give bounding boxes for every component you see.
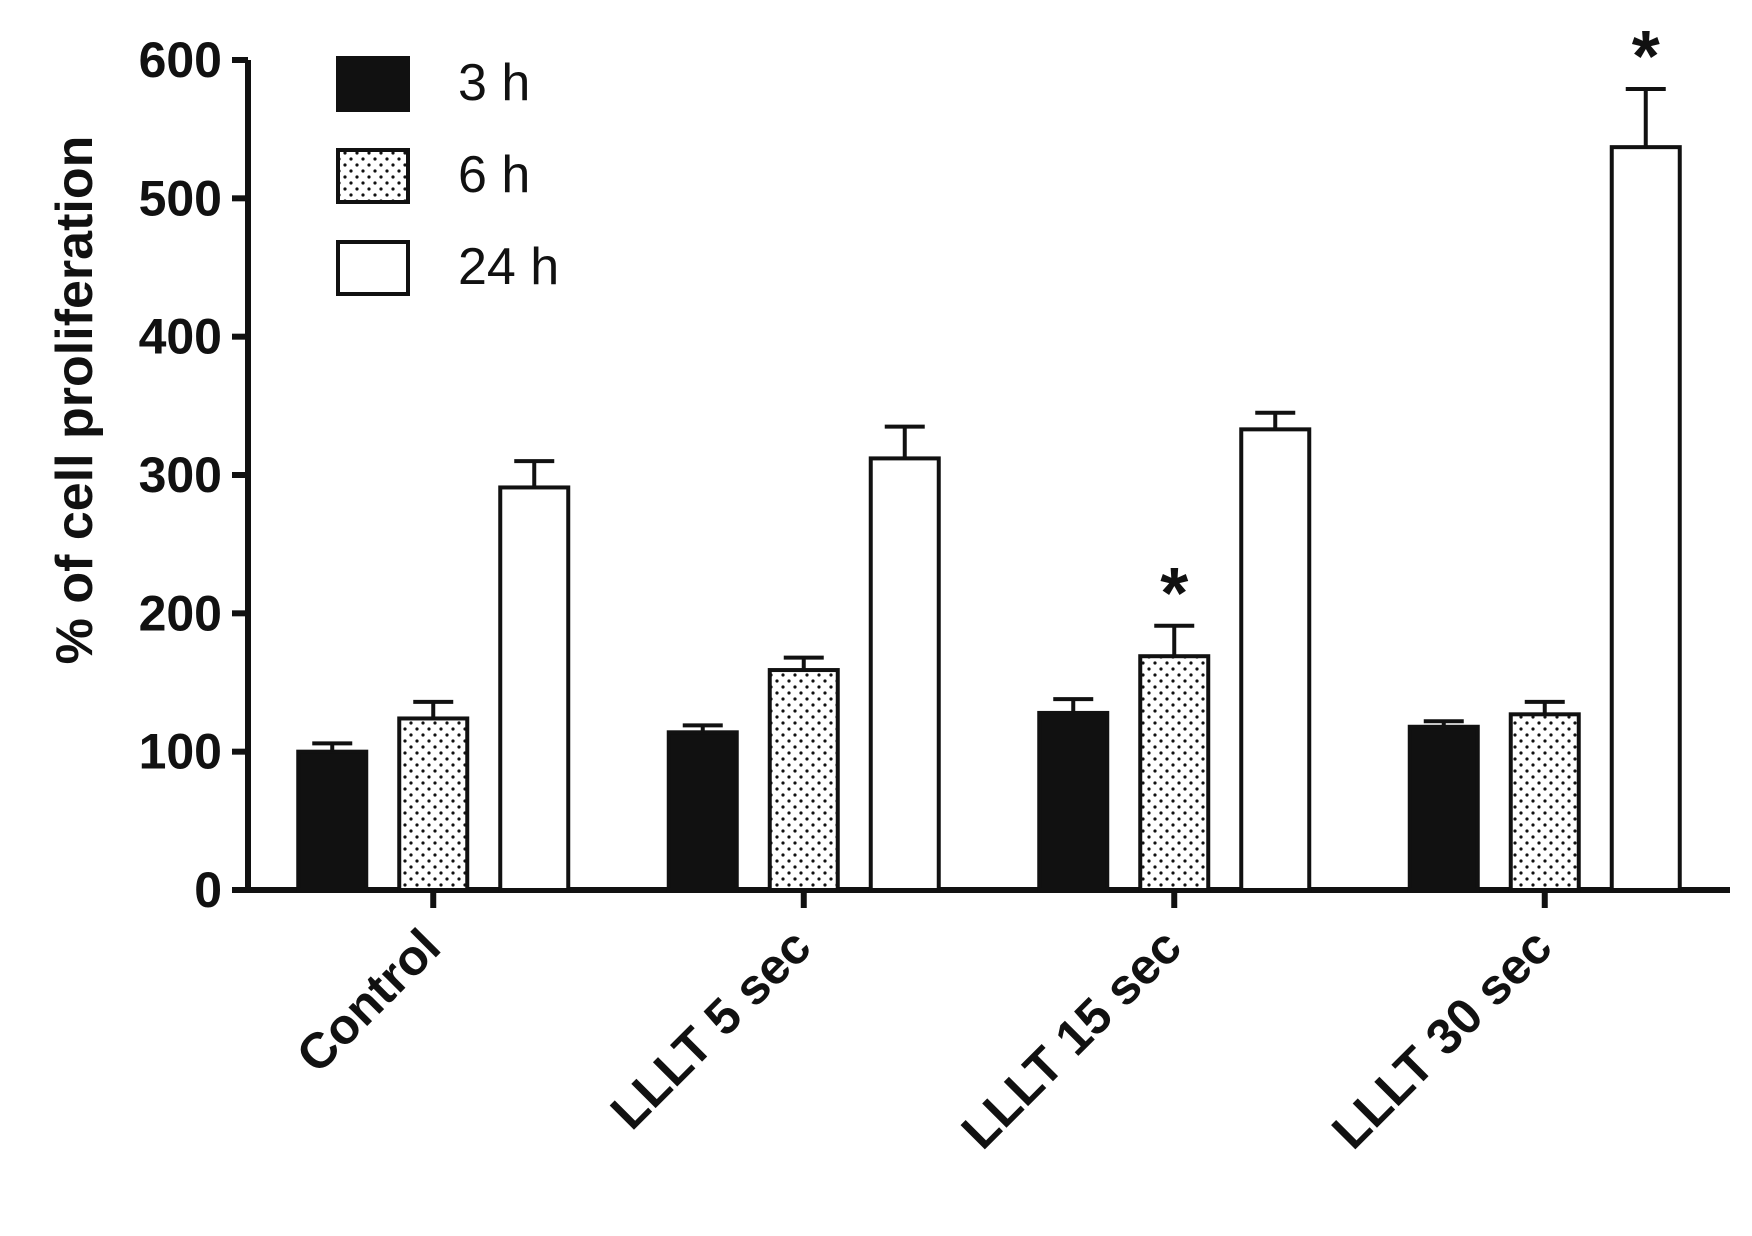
significance-marker: * xyxy=(1160,554,1188,634)
y-axis-title: % of cell proliferation xyxy=(46,136,104,665)
y-tick-label: 300 xyxy=(139,447,222,503)
category-label: LLLT 5 sec xyxy=(600,918,822,1140)
legend-label: 24 h xyxy=(458,238,559,296)
legend-swatch xyxy=(336,148,410,204)
bar xyxy=(397,716,470,893)
legend-label: 6 h xyxy=(458,146,530,204)
bar xyxy=(1037,710,1110,893)
bar xyxy=(1407,724,1480,892)
bar xyxy=(1239,427,1312,892)
y-tick-label: 100 xyxy=(139,724,222,780)
category-label: LLLT 15 sec xyxy=(951,918,1192,1159)
y-tick-label: 0 xyxy=(194,862,222,918)
bar xyxy=(868,456,941,892)
bar xyxy=(1138,654,1211,893)
bar xyxy=(498,485,571,892)
y-tick-label: 500 xyxy=(139,170,222,226)
bar xyxy=(1508,712,1581,892)
category-label: Control xyxy=(286,918,451,1083)
bar xyxy=(767,668,840,892)
y-tick-label: 600 xyxy=(139,32,222,88)
y-tick-label: 200 xyxy=(139,585,222,641)
legend-label: 3 h xyxy=(458,54,530,112)
bar xyxy=(296,749,369,893)
bar xyxy=(666,730,739,892)
bar xyxy=(1609,145,1682,892)
category-label: LLLT 30 sec xyxy=(1321,918,1562,1159)
y-tick-label: 400 xyxy=(139,309,222,365)
legend-swatch xyxy=(336,56,410,112)
significance-marker: * xyxy=(1632,17,1660,97)
legend-swatch xyxy=(336,240,410,296)
